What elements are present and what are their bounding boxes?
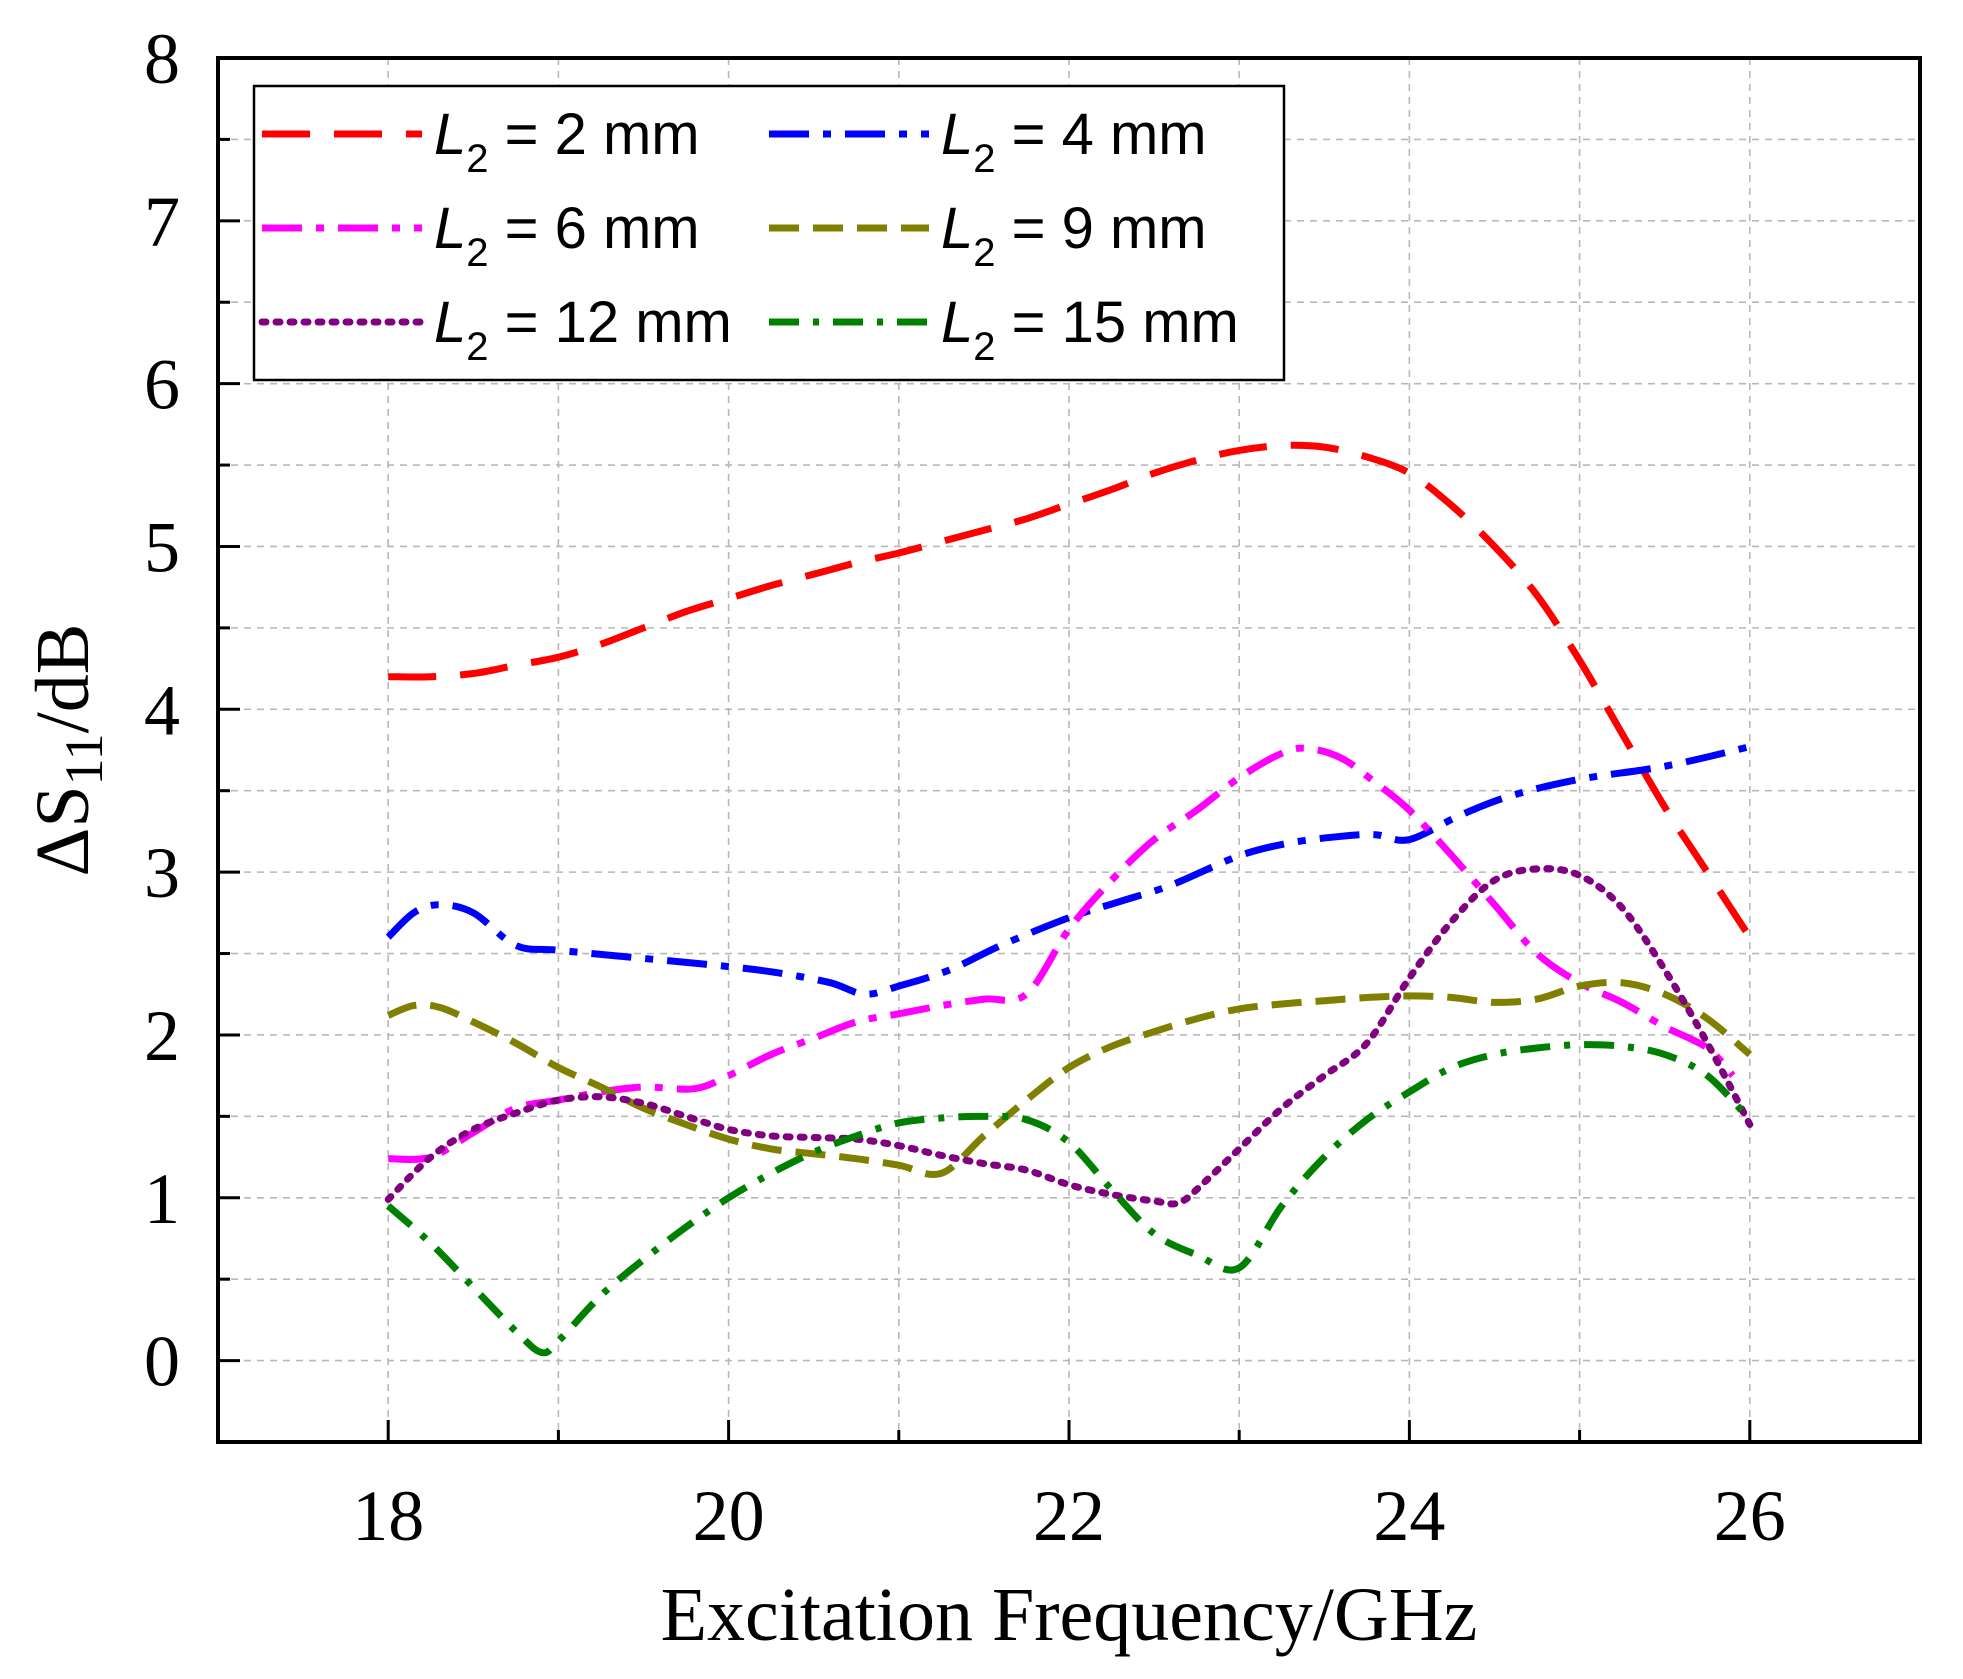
y-tick-label: 3 <box>144 833 180 913</box>
legend-label-sub: 2 <box>466 137 488 181</box>
y-axis-title-sub: 11 <box>54 733 114 785</box>
x-tick-label: 18 <box>352 1476 424 1556</box>
legend-label-sub: 2 <box>466 231 488 275</box>
x-axis-title: Excitation Frequency/GHz <box>661 1573 1478 1657</box>
legend-label-2: L2 = 4 mm <box>941 102 1207 181</box>
legend-label-rest: = 6 mm <box>489 196 700 261</box>
legend-label-rest: = 4 mm <box>996 102 1207 167</box>
y-tick-label: 6 <box>144 345 180 425</box>
y-tick-label: 1 <box>144 1159 180 1239</box>
series-line-3 <box>388 744 1736 1163</box>
x-tick-label: 24 <box>1373 1476 1445 1556</box>
y-axis-title: ΔS11/dB <box>21 624 114 877</box>
legend-label-var: L <box>434 290 466 355</box>
y-axis-title-suffix: /dB <box>21 624 105 734</box>
series-line-6 <box>385 1041 1753 1357</box>
legend-label-sub: 2 <box>466 325 488 369</box>
y-tick-label: 5 <box>144 507 180 587</box>
legend-label-var: L <box>941 196 973 261</box>
series-layer <box>384 441 1754 1357</box>
legend-label-4: L2 = 9 mm <box>941 196 1207 275</box>
y-tick-label: 8 <box>144 19 180 99</box>
y-tick-label: 2 <box>144 996 180 1076</box>
legend-label-6: L2 = 15 mm <box>941 290 1239 369</box>
legend-label-3: L2 = 6 mm <box>434 196 700 275</box>
x-tick-label: 26 <box>1714 1476 1786 1556</box>
y-tick-label: 7 <box>144 182 180 262</box>
legend-label-sub: 2 <box>973 137 995 181</box>
series-line-5 <box>384 865 1754 1208</box>
legend-label-sub: 2 <box>973 325 995 369</box>
y-tick-label: 4 <box>144 670 180 750</box>
ticks <box>216 56 1922 1442</box>
y-tick-label: 0 <box>144 1322 180 1402</box>
legend-label-var: L <box>434 102 466 167</box>
grid <box>218 58 1920 1442</box>
x-tick-label: 20 <box>693 1476 765 1556</box>
legend-label-var: L <box>941 290 973 355</box>
series-line-2 <box>385 743 1751 998</box>
legend-label-sub: 2 <box>973 231 995 275</box>
series-line-1 <box>388 441 1753 940</box>
series-line-4 <box>386 978 1753 1178</box>
y-axis-title-prefix: ΔS <box>21 785 105 876</box>
legend-label-1: L2 = 2 mm <box>434 102 700 181</box>
legend-label-rest: = 12 mm <box>489 290 732 355</box>
legend-label-rest: = 15 mm <box>996 290 1239 355</box>
x-tick-label: 22 <box>1033 1476 1105 1556</box>
legend-label-rest: = 2 mm <box>489 102 700 167</box>
legend-label-5: L2 = 12 mm <box>434 290 732 369</box>
legend-label-rest: = 9 mm <box>996 196 1207 261</box>
legend-label-var: L <box>434 196 466 261</box>
legend-label-var: L <box>941 102 973 167</box>
